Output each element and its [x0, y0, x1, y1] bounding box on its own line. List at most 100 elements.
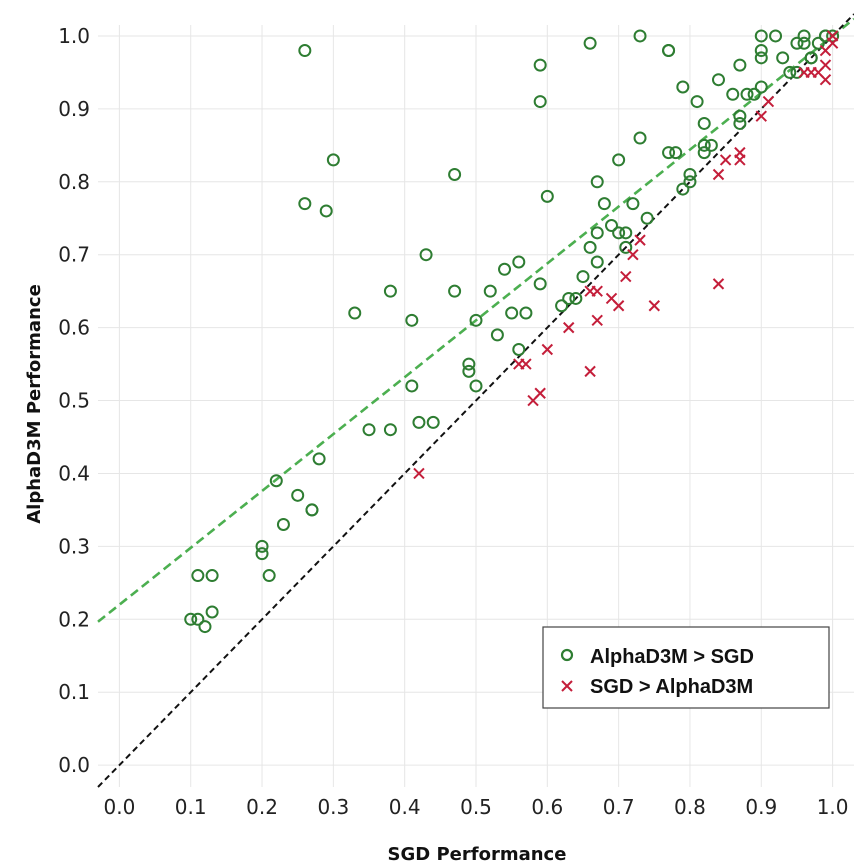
point-sgd	[541, 343, 554, 356]
point-alphad3m	[383, 423, 397, 437]
point-alphad3m	[533, 277, 547, 291]
x-stroke	[591, 285, 603, 297]
y-tick-label: 0.1	[58, 680, 90, 704]
legend-label-sgd: SGD > AlphaD3M	[590, 676, 753, 698]
x-stroke	[634, 234, 646, 246]
y-tick-label: 0.2	[58, 607, 90, 631]
x-stroke	[712, 168, 725, 181]
x-stroke	[591, 314, 603, 327]
point-alphad3m	[255, 539, 269, 553]
point-alphad3m	[697, 116, 711, 130]
reference-lines	[97, 13, 854, 788]
point-alphad3m	[291, 488, 305, 502]
point-alphad3m	[747, 87, 761, 101]
point-alphad3m	[405, 313, 419, 327]
point-alphad3m	[769, 29, 783, 43]
point-alphad3m	[448, 284, 462, 298]
point-alphad3m	[662, 146, 676, 160]
x-tick-label: 0.6	[531, 795, 563, 819]
x-stroke	[561, 680, 573, 692]
point-alphad3m	[269, 474, 283, 488]
point-alphad3m	[184, 612, 198, 626]
x-stroke	[627, 248, 639, 261]
x-stroke	[734, 146, 746, 159]
point-alphad3m	[191, 612, 205, 626]
point-sgd	[712, 168, 725, 181]
point-sgd	[620, 270, 632, 283]
point-alphad3m	[512, 342, 526, 356]
point-alphad3m	[512, 255, 526, 269]
point-alphad3m	[348, 306, 362, 320]
point-alphad3m	[205, 605, 219, 619]
point-alphad3m	[305, 503, 319, 517]
point-alphad3m	[276, 517, 290, 531]
point-alphad3m	[597, 197, 611, 211]
y-tick-label: 0.7	[58, 243, 90, 267]
axis-ticks: 0.0 0.1 0.2 0.3 0.4 0.5 0.6 0.7 0.8 0.9 1.0 0.0 0.1 0…	[58, 24, 848, 819]
point-alphad3m	[576, 270, 590, 284]
point-alphad3m	[776, 51, 790, 65]
x-tick-label: 0.1	[175, 795, 207, 819]
point-alphad3m	[505, 306, 519, 320]
point-alphad3m	[733, 58, 747, 72]
y-tick-label: 0.3	[58, 534, 90, 558]
point-sgd	[584, 365, 596, 378]
point-alphad3m	[583, 240, 597, 254]
point-sgd	[819, 59, 832, 71]
point-alphad3m	[298, 44, 312, 58]
x-stroke	[541, 343, 554, 356]
point-sgd	[520, 358, 532, 370]
point-alphad3m	[797, 29, 811, 43]
x-stroke	[563, 321, 575, 334]
x-tick-label: 0.8	[674, 795, 706, 819]
y-axis-title: AlphaD3M Performance	[24, 284, 45, 524]
point-sgd	[612, 300, 625, 312]
point-sgd	[634, 234, 646, 246]
point-alphad3m	[697, 138, 711, 152]
point-alphad3m	[733, 109, 747, 123]
point-alphad3m	[754, 51, 768, 65]
point-alphad3m	[612, 153, 626, 167]
x-tick-label: 0.2	[246, 795, 278, 819]
point-alphad3m	[590, 226, 604, 240]
point-alphad3m	[498, 262, 512, 276]
data-points	[184, 29, 840, 634]
point-alphad3m	[826, 29, 840, 43]
point-alphad3m	[726, 87, 740, 101]
x-stroke	[584, 365, 596, 378]
point-alphad3m	[633, 131, 647, 145]
x-tick-label: 0.5	[460, 795, 492, 819]
x-stroke	[712, 278, 725, 290]
point-alphad3m	[462, 357, 476, 371]
point-alphad3m	[419, 248, 433, 262]
point-sgd	[755, 110, 767, 122]
point-alphad3m	[405, 379, 419, 393]
point-alphad3m	[562, 291, 576, 305]
point-alphad3m	[462, 364, 476, 378]
point-alphad3m	[198, 620, 212, 634]
point-alphad3m	[754, 29, 768, 43]
point-alphad3m	[740, 87, 754, 101]
y-tick-label: 0.4	[58, 461, 90, 485]
fit-line	[97, 17, 854, 623]
point-sgd	[712, 278, 725, 290]
point-sgd	[534, 387, 546, 399]
point-alphad3m	[683, 175, 697, 189]
point-alphad3m	[754, 44, 768, 58]
legend-label-alphad3m: AlphaD3M > SGD	[590, 646, 754, 668]
point-sgd	[762, 95, 775, 108]
point-alphad3m	[733, 116, 747, 130]
point-sgd	[591, 285, 603, 297]
point-alphad3m	[540, 189, 554, 203]
point-sgd	[734, 146, 746, 159]
point-alphad3m	[704, 138, 718, 152]
x-stroke	[819, 73, 832, 86]
point-alphad3m	[711, 73, 725, 87]
x-stroke	[413, 467, 425, 480]
x-tick-label: 0.9	[745, 795, 777, 819]
point-alphad3m	[469, 379, 483, 393]
point-alphad3m	[191, 569, 205, 583]
x-tick-label: 0.3	[317, 795, 349, 819]
point-alphad3m	[633, 29, 647, 43]
